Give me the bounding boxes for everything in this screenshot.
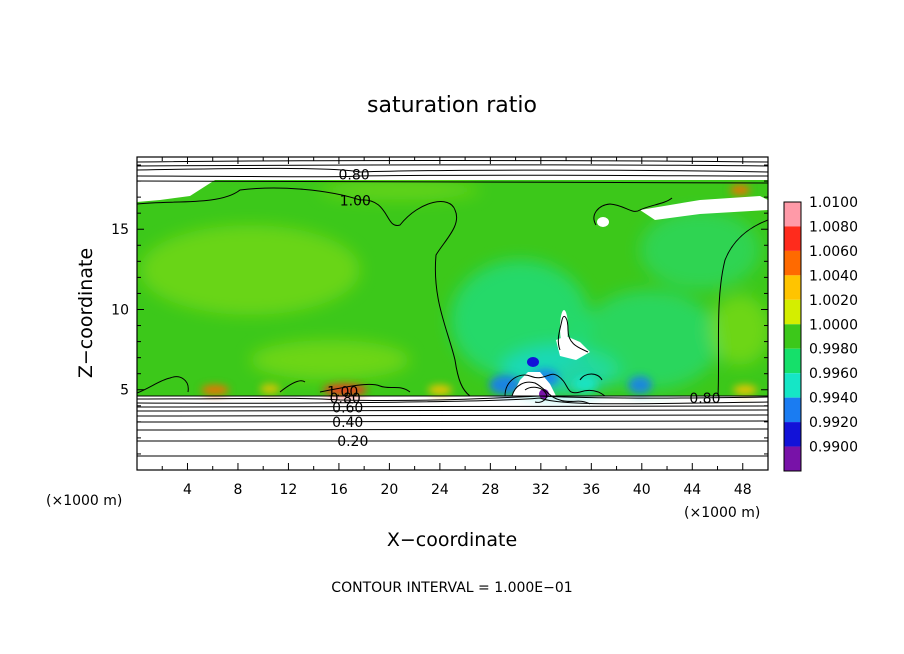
colorbar-swatch <box>784 348 801 374</box>
x-tick-label: 8 <box>233 482 242 498</box>
dry-patch <box>597 217 609 227</box>
field-patch <box>323 384 367 396</box>
contour-line <box>137 409 768 412</box>
dry-patch <box>137 172 215 202</box>
contour-label: 0.80 <box>689 391 720 407</box>
saturation-field <box>137 157 768 399</box>
x-tick-label: 16 <box>330 482 348 498</box>
contour-line <box>137 174 768 178</box>
x-tick-label: 40 <box>633 482 651 498</box>
contour-label: 0.80 <box>338 168 369 184</box>
plot-area: 0.801.001.000.800.600.400.200.80 <box>137 157 768 470</box>
y-tick-label: 5 <box>120 383 129 399</box>
y-tick-label: 10 <box>111 302 129 318</box>
colorbar-label: 1.0060 <box>809 244 858 260</box>
x-tick-label: 20 <box>380 482 398 498</box>
contour-line <box>137 397 768 405</box>
contour-line <box>524 386 548 403</box>
x-tick-label: 32 <box>532 482 550 498</box>
contour-line <box>137 167 768 173</box>
colorbar-swatch <box>784 250 801 276</box>
colorbar-label: 0.9960 <box>809 366 858 382</box>
colorbar-swatch <box>784 422 801 447</box>
field-patch <box>489 375 521 395</box>
dry-patch <box>560 310 568 346</box>
dry-band <box>137 157 768 180</box>
field-patch <box>628 376 652 394</box>
x-tick-label: 36 <box>582 482 600 498</box>
contour-line <box>593 197 673 226</box>
dry-patch <box>527 357 539 367</box>
y-axis-label: Z−coordinate <box>75 248 97 378</box>
colorbar-label: 1.0020 <box>809 293 858 309</box>
x-tick-label: 28 <box>481 482 499 498</box>
contour-line <box>137 164 768 167</box>
x-unit-left: (×1000 m) <box>46 493 122 509</box>
contour-line <box>137 187 471 397</box>
field-patch <box>580 290 720 390</box>
contour-line <box>504 373 606 397</box>
contour-line <box>579 373 603 381</box>
x-tick-label: 4 <box>183 482 192 498</box>
contour-label: 0.80 <box>330 391 361 407</box>
field-patch <box>140 225 360 315</box>
colorbar-label: 0.9920 <box>809 415 858 431</box>
field-patch <box>250 340 410 380</box>
x-tick-label: 24 <box>431 482 449 498</box>
field-patch <box>260 384 280 394</box>
colorbar-swatch <box>784 275 801 300</box>
contour-label: 1.00 <box>340 193 371 209</box>
field-patch <box>201 385 229 395</box>
x-tick-label: 44 <box>683 482 701 498</box>
x-unit-right: (×1000 m) <box>684 505 760 521</box>
field-patch <box>428 385 452 395</box>
colorbar-swatch <box>784 373 801 398</box>
y-tick-label: 15 <box>111 222 129 238</box>
field-patch <box>730 185 750 195</box>
colorbar-label: 0.9900 <box>809 440 858 456</box>
colorbar-label: 1.0100 <box>809 195 858 211</box>
colorbar-frame <box>783 201 802 472</box>
contour-label: 0.40 <box>332 415 363 431</box>
plot-frame <box>136 156 769 471</box>
x-tick-label: 12 <box>280 482 298 498</box>
field-patch <box>573 376 597 392</box>
field-patch <box>733 385 757 395</box>
dry-patch <box>640 196 768 220</box>
x-axis-label: X−coordinate <box>387 529 517 551</box>
contour-line <box>137 395 768 402</box>
contour-line <box>717 219 768 397</box>
field-patch <box>640 210 760 290</box>
colorbar-label: 0.9980 <box>809 342 858 358</box>
contour-label: 1.00 <box>327 384 358 400</box>
contour-line <box>137 420 768 423</box>
colorbar-swatch <box>784 202 801 227</box>
colorbar-label: 1.0040 <box>809 268 858 284</box>
colorbar-swatch <box>784 299 801 325</box>
contour-label: 0.60 <box>332 400 363 416</box>
colorbar-label: 1.0000 <box>809 317 858 333</box>
contour-labels: 0.801.001.000.800.600.400.200.80 <box>327 168 720 450</box>
contour-line <box>557 315 589 353</box>
contour-line <box>137 160 768 163</box>
contour-line <box>137 180 768 184</box>
colorbar-label: 1.0080 <box>809 219 858 235</box>
chart-title: saturation ratio <box>367 93 537 118</box>
colorbar-swatch <box>784 397 801 423</box>
field-patch <box>320 180 480 200</box>
x-tick-label: 48 <box>734 482 752 498</box>
contour-line <box>137 376 411 394</box>
colorbar-swatch <box>784 446 801 471</box>
field-patch <box>710 295 768 365</box>
colorbar: 1.0100 1.0080 1.0060 1.0040 1.0020 1.0000 0.99… <box>783 195 858 472</box>
contour-interval-footer: CONTOUR INTERVAL = 1.000E−01 <box>331 580 572 596</box>
colorbar-swatch <box>784 324 801 349</box>
colorbar-label: 0.9940 <box>809 391 858 407</box>
contour-line <box>511 381 591 405</box>
colorbar-swatch <box>784 226 801 251</box>
contour-label: 0.20 <box>337 434 368 450</box>
